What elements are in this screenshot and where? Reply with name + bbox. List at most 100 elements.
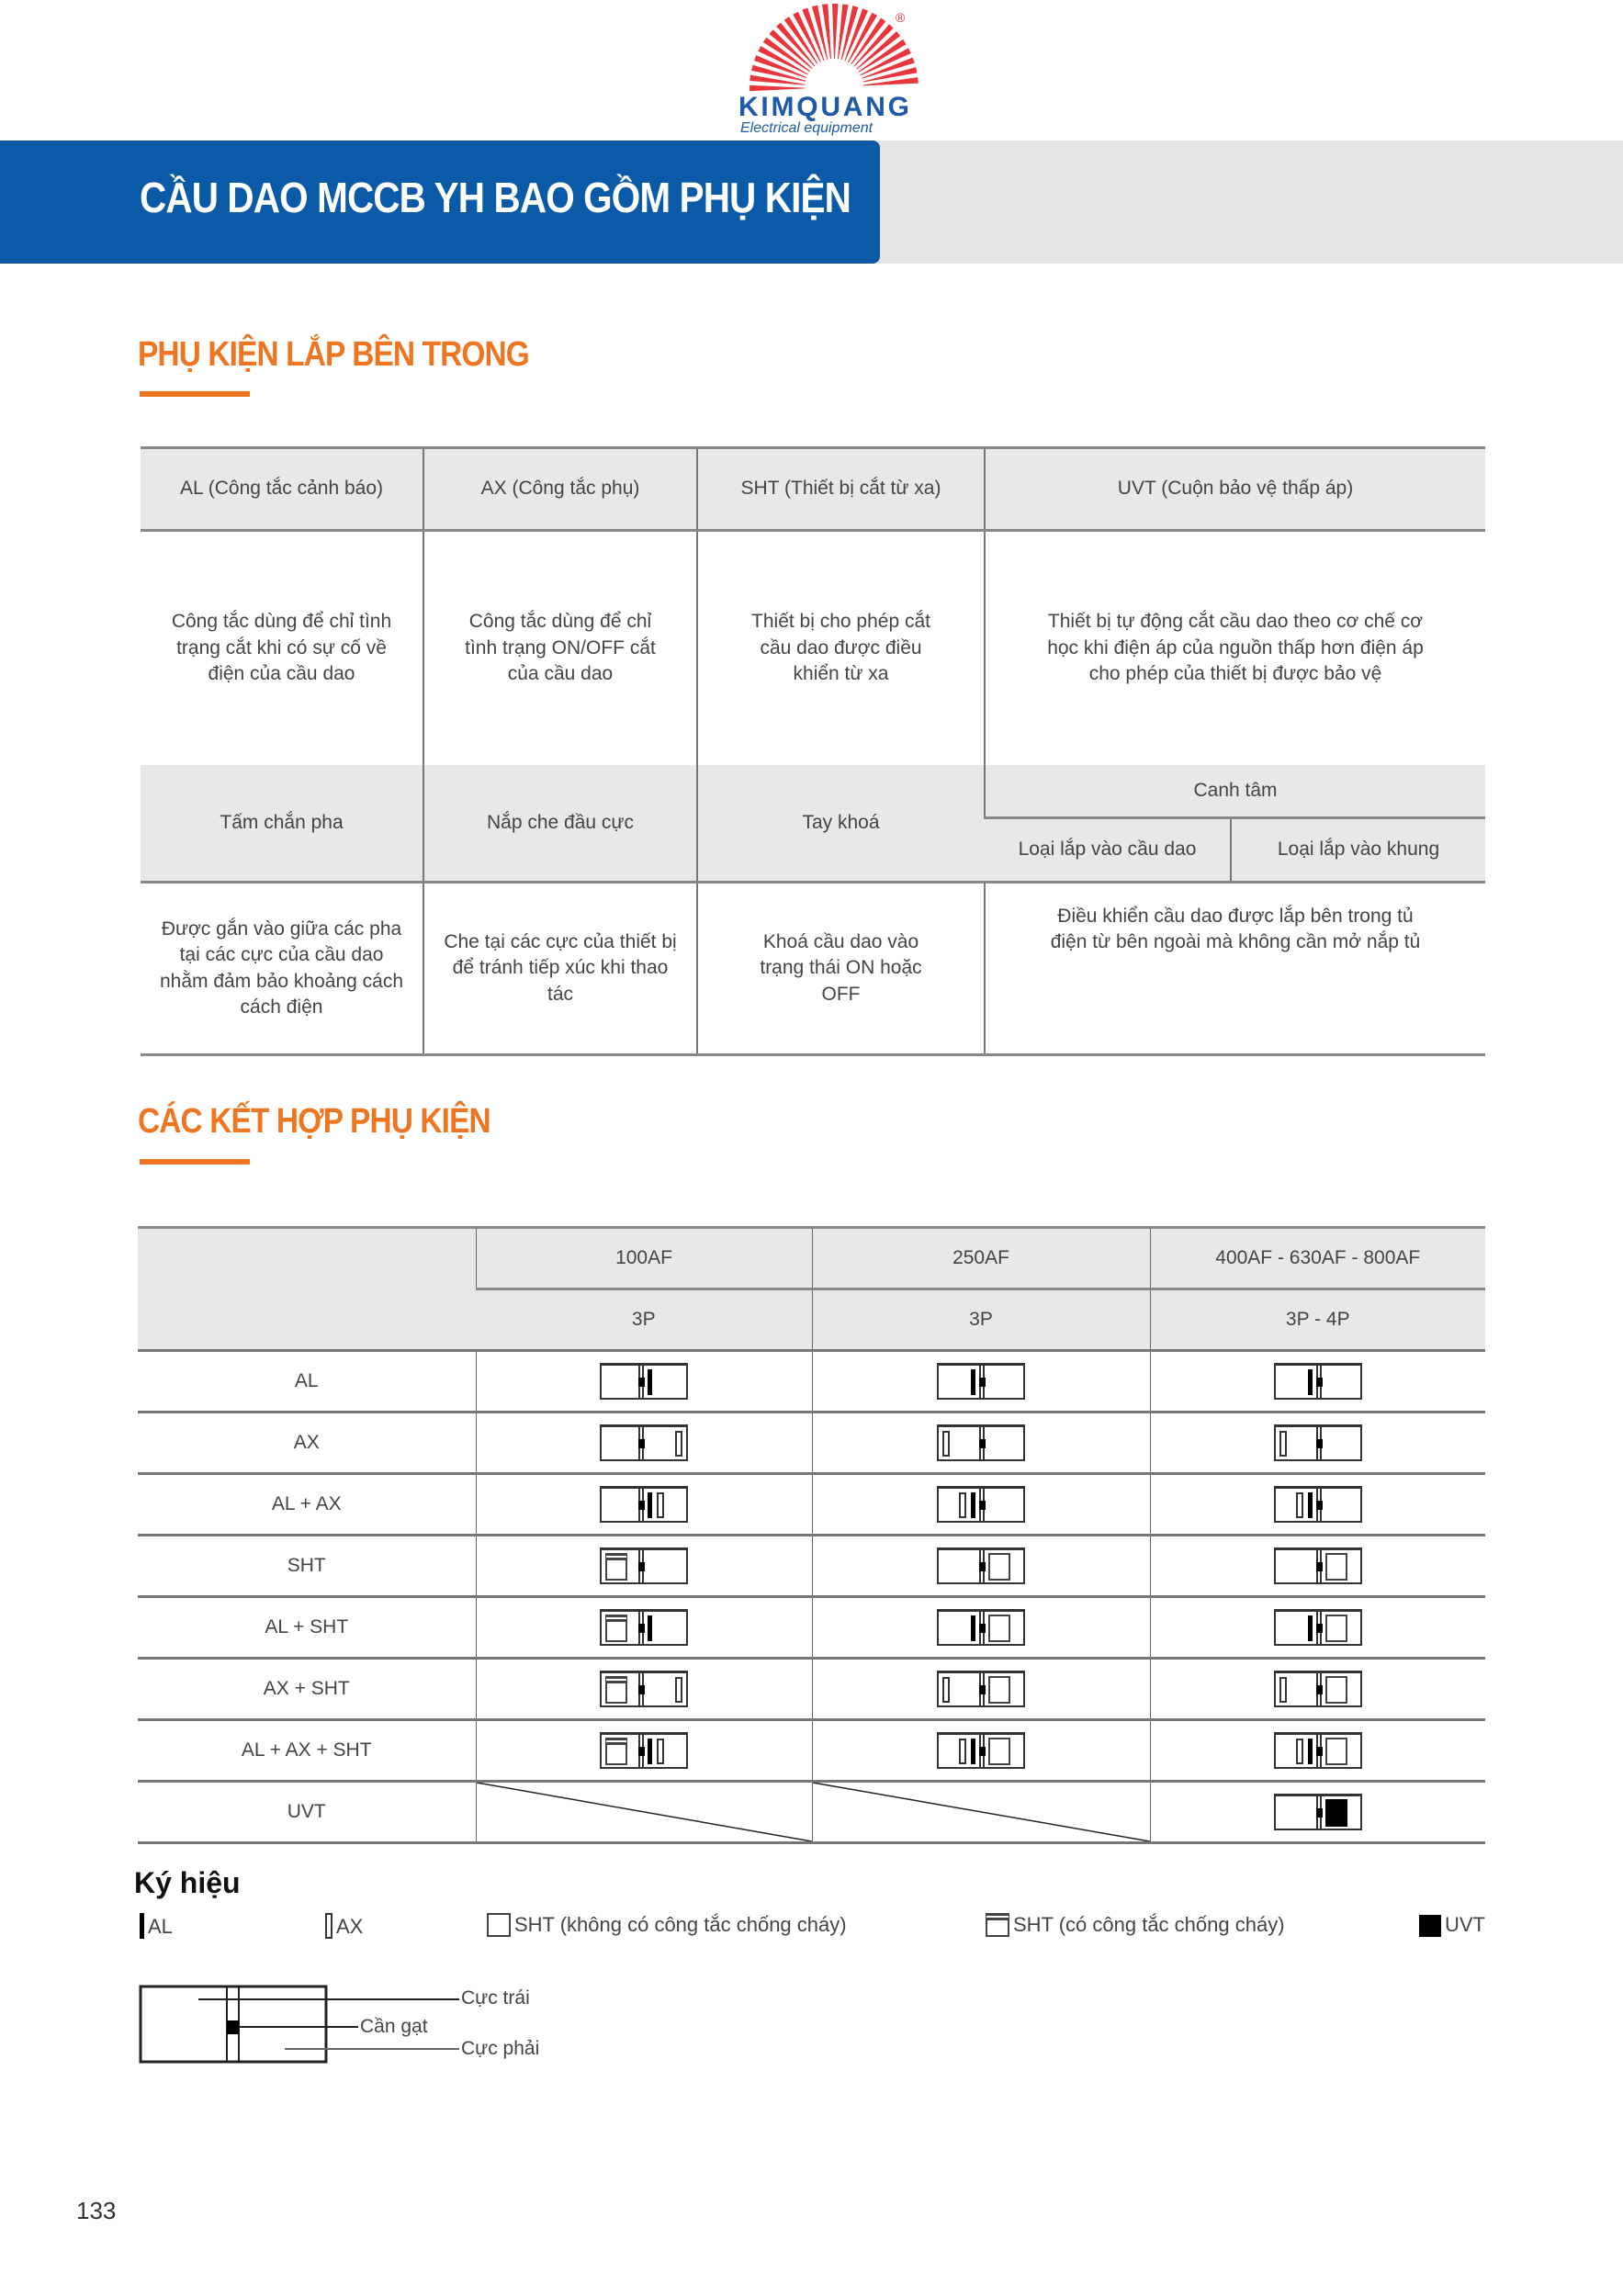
combination-symbol — [600, 1671, 688, 1707]
combination-symbol — [1273, 1363, 1362, 1400]
combination-symbol — [937, 1548, 1025, 1584]
combination-symbol — [937, 1609, 1025, 1646]
right-pole-label: Cực phải — [461, 2038, 539, 2059]
combination-cell — [1149, 1535, 1485, 1598]
row-label: AX + SHT — [138, 1658, 476, 1721]
shtf-symbol-icon — [986, 1913, 1009, 1937]
combination-symbol — [600, 1548, 688, 1584]
ax-symbol-icon — [942, 1676, 950, 1703]
combination-cell — [475, 1412, 812, 1475]
lever-icon — [638, 1747, 645, 1756]
header-cell: UVT (Cuộn bảo vệ thấp áp) — [984, 447, 1485, 532]
legend-label: UVT — [1445, 1913, 1485, 1936]
sht-symbol-icon — [1324, 1675, 1347, 1704]
combination-cell — [1149, 1658, 1485, 1721]
desc-cell: Công tắc dùng để chỉ tình trạng cắt khi … — [171, 611, 392, 684]
ax-symbol-icon — [1279, 1430, 1287, 1457]
section-underline — [140, 1159, 250, 1165]
legend-item: UVT — [1419, 1913, 1485, 1937]
combination-cell — [475, 1658, 812, 1721]
lever-icon — [979, 1624, 986, 1633]
combination-cell — [811, 1658, 1150, 1721]
lever-icon — [979, 1439, 986, 1448]
subheader-cell: Loại lắp vào cầu dao — [985, 817, 1231, 884]
left-pole-label: Cực trái — [461, 1987, 530, 2009]
desc-cell: Công tắc dùng để chỉ tình trạng ON/OFF c… — [423, 530, 697, 765]
legend-item: AL — [140, 1913, 173, 1939]
combination-symbol — [600, 1486, 688, 1523]
lever-icon — [638, 1562, 645, 1571]
lever-icon — [979, 1747, 986, 1756]
combination-symbol — [937, 1671, 1025, 1707]
legend-item: SHT (không có công tắc chống cháy) — [487, 1913, 847, 1937]
uvt-symbol-icon — [1419, 1915, 1441, 1937]
combination-cell — [1149, 1781, 1485, 1844]
header-cell: AX (Công tắc phụ) — [423, 447, 697, 532]
al-symbol-icon — [1307, 1491, 1313, 1518]
frame-header: 100AF — [475, 1227, 812, 1290]
lever-icon — [638, 1378, 645, 1387]
legend-label: SHT (có công tắc chống cháy) — [1013, 1913, 1285, 1936]
ax-symbol-icon — [1295, 1491, 1303, 1518]
frame-header: 250AF — [811, 1227, 1150, 1290]
lever-icon — [1315, 1808, 1323, 1818]
lever-icon — [1315, 1439, 1323, 1448]
desc-cell: Được gắn vào giữa các pha tại các cực củ… — [159, 917, 403, 1018]
sht-symbol-icon — [1324, 1552, 1347, 1581]
desc-cell: Điều khiển cầu dao được lắp bên trong tủ… — [984, 882, 1485, 1055]
lever-icon — [638, 1624, 645, 1633]
header-cell: Tay khoá — [696, 764, 985, 884]
combination-cell — [811, 1596, 1150, 1660]
desc-cell: Che tại các cực của thiết bị để tránh ti… — [423, 882, 697, 1055]
header-bar — [0, 141, 880, 264]
svg-text:KIMQUANG: KIMQUANG — [738, 92, 909, 122]
combination-cell — [811, 1719, 1150, 1783]
combination-symbol — [600, 1424, 688, 1461]
al-symbol-icon — [648, 1615, 652, 1641]
al-symbol-icon — [648, 1368, 652, 1395]
combination-symbol — [937, 1363, 1025, 1400]
lever-icon — [638, 1685, 645, 1694]
lever-mark — [227, 2020, 239, 2034]
combination-cell — [475, 1535, 812, 1598]
ax-symbol-icon — [959, 1491, 966, 1518]
row-label: AL + SHT — [138, 1596, 476, 1660]
subheader-cell: Loại lắp vào khung — [1230, 817, 1485, 884]
combination-symbol — [600, 1609, 688, 1646]
row-label: SHT — [138, 1535, 476, 1598]
legend-item: SHT (có công tắc chống cháy) — [986, 1913, 1285, 1937]
ax-symbol-icon — [675, 1430, 682, 1457]
poles-header: 3P — [476, 1289, 812, 1352]
ax-symbol-icon — [1279, 1676, 1287, 1703]
corner-cell — [138, 1227, 476, 1352]
combination-cell — [475, 1473, 812, 1536]
sht-symbol-icon — [1324, 1614, 1347, 1642]
table-row: AX — [138, 1412, 1485, 1475]
combination-cell — [811, 1412, 1150, 1475]
combination-symbol — [600, 1363, 688, 1400]
shtf-symbol-icon — [605, 1552, 627, 1581]
combination-cell — [1149, 1412, 1485, 1475]
sht-symbol-icon — [988, 1737, 1010, 1765]
lever-icon — [979, 1501, 986, 1510]
table-row: SHT — [138, 1535, 1485, 1598]
table-row: AL + SHT — [138, 1596, 1485, 1660]
ax-symbol-icon — [325, 1913, 332, 1939]
ax-symbol-icon — [657, 1491, 664, 1518]
combination-cell — [811, 1535, 1150, 1598]
header-cell: Nắp che đầu cực — [423, 764, 697, 884]
ax-symbol-icon — [675, 1676, 682, 1703]
row-label: AL + AX — [138, 1473, 476, 1536]
uvt-symbol-icon — [1324, 1798, 1347, 1827]
combination-cell — [811, 1781, 1150, 1844]
kimquang-logo: KIMQUANG Electrical equipment ® — [738, 4, 919, 136]
lever-icon — [1315, 1501, 1323, 1510]
page-title: CẦU DAO MCCB YH BAO GỒM PHỤ KIỆN — [140, 174, 851, 221]
combination-cell — [475, 1781, 812, 1844]
al-symbol-icon — [1307, 1368, 1313, 1395]
accessory-combinations-table: 100AF 250AF 400AF - 630AF - 800AF 3P 3P … — [138, 1226, 1485, 1844]
combination-symbol — [1273, 1486, 1362, 1523]
row-label: AX — [138, 1412, 476, 1475]
section-underline — [140, 391, 250, 397]
section-title-internal-accessories: PHỤ KIỆN LẮP BÊN TRONG — [138, 335, 530, 374]
